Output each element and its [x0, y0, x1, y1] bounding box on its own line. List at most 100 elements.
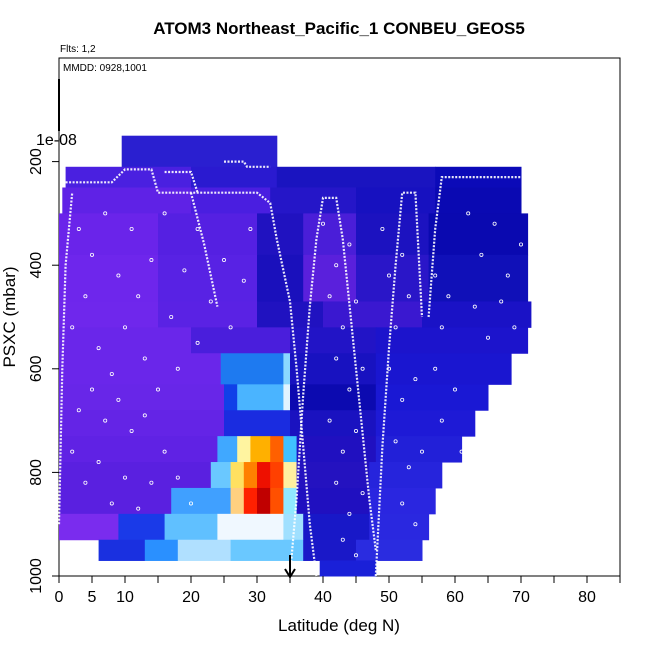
- flight-track-point: [393, 439, 398, 444]
- flight-track-point: [360, 366, 365, 371]
- flight-track-point: [248, 226, 253, 231]
- curtain-cell: [435, 187, 522, 214]
- curtain-cell: [243, 487, 258, 515]
- x-tick-label: 10: [116, 589, 134, 606]
- x-tick-label: 40: [314, 589, 332, 606]
- flight-track-point: [340, 325, 345, 330]
- curtain-cell: [59, 436, 218, 463]
- flight-track-point: [320, 221, 325, 226]
- curtain-cell: [59, 410, 225, 437]
- flight-track-point: [446, 294, 451, 299]
- curtain-cell: [428, 254, 529, 302]
- flight-track-line: [427, 176, 521, 318]
- flight-track-point: [472, 304, 477, 309]
- curtain-cell: [257, 487, 271, 515]
- curtain-cell: [191, 327, 291, 354]
- curtain-cell: [257, 213, 304, 256]
- x-tick-label: 60: [446, 589, 464, 606]
- curtain-cell: [210, 462, 232, 489]
- flight-track-line: [164, 170, 199, 194]
- curtain-cell: [144, 539, 179, 561]
- curtain-cell: [356, 187, 436, 214]
- flight-track-point: [109, 501, 114, 506]
- x-tick-label: 20: [182, 589, 200, 606]
- flight-track-point: [96, 460, 101, 465]
- curtain-cell: [303, 213, 357, 256]
- curtain-cell: [323, 301, 423, 328]
- flight-track-point: [103, 211, 108, 216]
- curtain-cell: [296, 462, 370, 489]
- flight-track-point: [76, 226, 81, 231]
- flight-track-point: [400, 397, 405, 402]
- flight-track-line: [288, 196, 377, 577]
- curtain-heatmap: [59, 135, 532, 577]
- curtain-cell: [65, 166, 192, 188]
- flight-track-point: [123, 325, 128, 330]
- flight-track-point: [182, 268, 187, 273]
- flight-track-point: [96, 346, 101, 351]
- flight-track-point: [208, 299, 213, 304]
- flight-track-point: [433, 366, 438, 371]
- curtain-cell: [220, 353, 284, 385]
- curtain-cell: [59, 487, 172, 515]
- flight-track-point: [116, 397, 121, 402]
- flight-track-point: [439, 418, 444, 423]
- curtain-cell: [59, 213, 159, 256]
- curtain-cell: [59, 254, 159, 302]
- flight-track-point: [195, 340, 200, 345]
- curtain-cell: [303, 513, 370, 541]
- flight-track-point: [175, 475, 180, 480]
- y-tick-label: 600: [28, 355, 45, 382]
- curtain-cell: [270, 487, 284, 515]
- flight-track-point: [221, 258, 226, 263]
- flight-track-point: [228, 325, 233, 330]
- curtain-cell: [59, 301, 159, 328]
- flight-track-point: [103, 418, 108, 423]
- flight-track-point: [129, 428, 134, 433]
- flight-track-point: [406, 294, 411, 299]
- curtain-cell: [224, 410, 291, 437]
- curtain-cell: [375, 410, 476, 437]
- curtain-cell: [270, 462, 284, 489]
- curtain-cell: [237, 384, 284, 411]
- flight-track-point: [70, 449, 75, 454]
- flight-track-point: [512, 325, 517, 330]
- curtain-cell: [230, 539, 304, 561]
- curtain-cell: [283, 487, 298, 515]
- flight-track-point: [400, 252, 405, 257]
- flight-track-point: [149, 480, 154, 485]
- curtain-cell: [62, 187, 192, 214]
- curtain-cell: [375, 327, 529, 354]
- flight-track-point: [188, 501, 193, 506]
- curtain-cell: [243, 462, 258, 489]
- curtain-cell: [290, 327, 377, 354]
- y-axis-label: PSXC (mbar): [0, 266, 19, 367]
- flight-track-point: [76, 408, 81, 413]
- curtain-cell: [435, 166, 522, 188]
- flight-track-point: [419, 449, 424, 454]
- flight-track-point: [241, 278, 246, 283]
- flight-track-line: [57, 192, 74, 525]
- curtain-cell: [59, 327, 192, 354]
- flight-track-point: [360, 491, 365, 496]
- curtain-cell: [164, 513, 218, 541]
- flight-track-point: [334, 263, 339, 268]
- flight-track-point: [347, 511, 352, 516]
- flight-track-point: [90, 387, 95, 392]
- flight-track-point: [334, 480, 339, 485]
- x-tick-label: 0: [55, 589, 64, 606]
- flight-track-point: [353, 428, 358, 433]
- flight-track-point: [129, 226, 134, 231]
- flight-track-point: [393, 325, 398, 330]
- flight-track-point: [70, 325, 75, 330]
- x-tick-label: 50: [380, 589, 398, 606]
- flight-track-point: [136, 294, 141, 299]
- flight-track-point: [433, 273, 438, 278]
- flight-track-point: [353, 299, 358, 304]
- x-axis-label: Latitude (deg N): [278, 616, 400, 635]
- flight-track-point: [90, 252, 95, 257]
- flight-track-point: [327, 418, 332, 423]
- date-label: MMDD: 0928,1001: [63, 63, 147, 74]
- x-tick-label: 30: [248, 589, 266, 606]
